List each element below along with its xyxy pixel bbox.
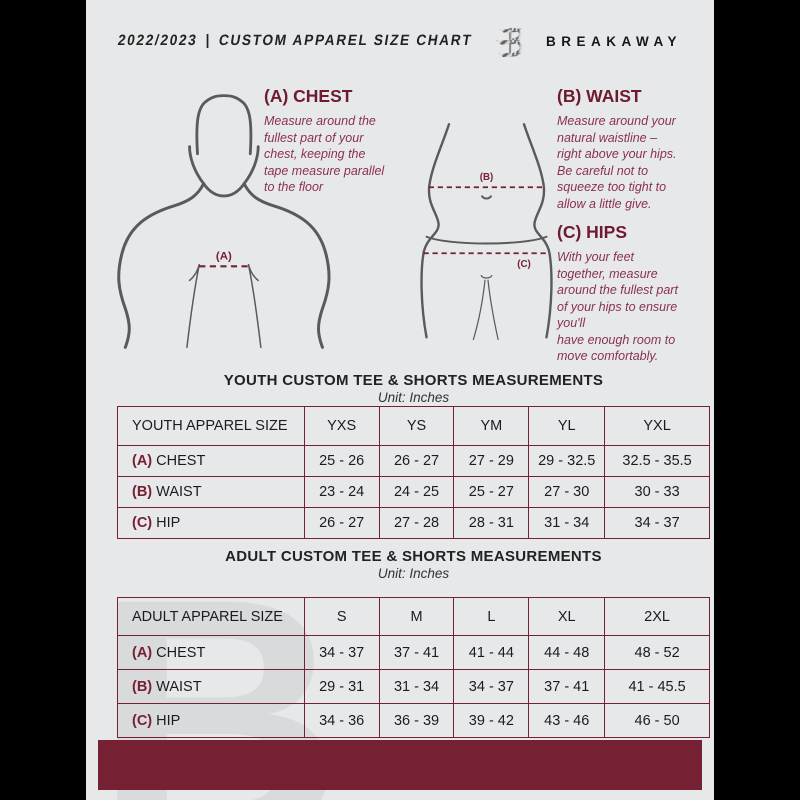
svg-text:(C): (C) — [517, 259, 531, 270]
svg-text:(A): (A) — [216, 250, 232, 262]
svg-text:(B): (B) — [480, 172, 494, 183]
